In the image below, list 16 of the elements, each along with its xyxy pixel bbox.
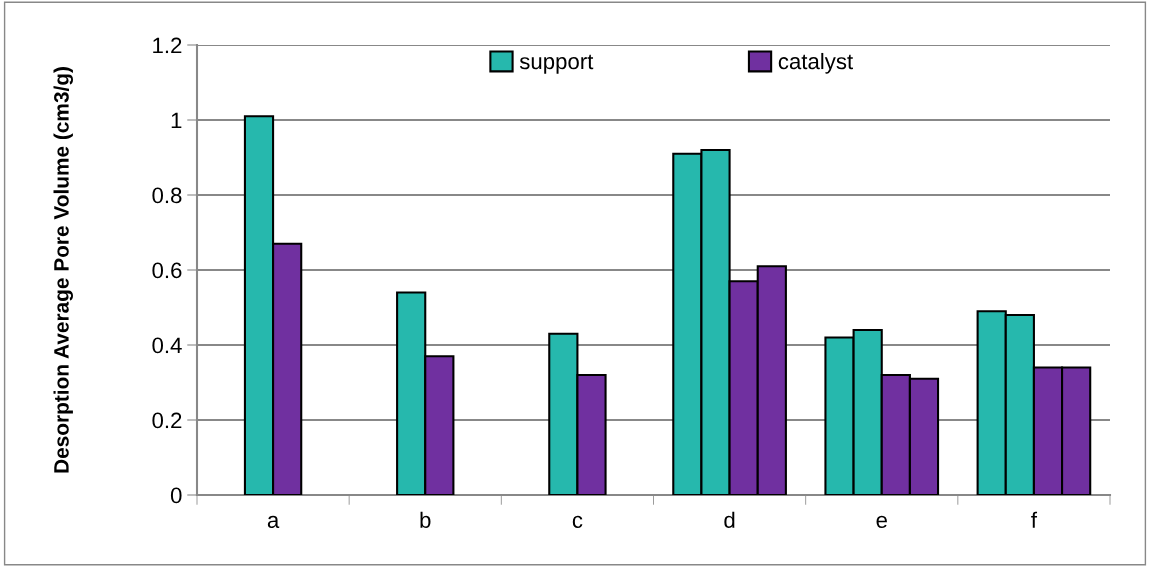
x-tick-label: c: [572, 515, 583, 528]
y-tick-label: 0: [170, 487, 182, 504]
x-tick-label: d: [724, 511, 735, 528]
x-tick-label: f: [1031, 511, 1038, 528]
y-tick-label: 0.6: [152, 262, 182, 279]
y-tick-label: 1: [171, 112, 182, 129]
y-tick-label: 0.2: [152, 412, 182, 429]
x-tick-label: a: [267, 515, 280, 528]
legend-label: catalyst: [778, 52, 853, 74]
y-tick-label: 0.4: [152, 337, 182, 354]
legend-label: support: [519, 54, 594, 74]
y-tick-label: 0.8: [152, 187, 182, 204]
x-tick-label: e: [876, 515, 887, 528]
x-tick-label: b: [420, 511, 431, 528]
y-axis-title: Desorption Average Pore Volume (cm3/g): [53, 67, 74, 473]
y-tick-label: 1.2: [153, 37, 182, 54]
